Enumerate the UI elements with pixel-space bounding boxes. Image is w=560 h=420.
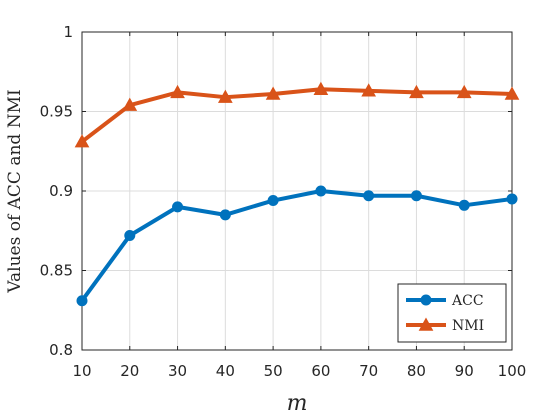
data-point-nmi xyxy=(313,81,329,95)
data-point-acc xyxy=(267,195,279,207)
x-tick-label: 40 xyxy=(216,362,235,380)
x-tick-label: 20 xyxy=(120,362,139,380)
data-point-acc xyxy=(124,230,136,242)
y-axis-label: Values of ACC and NMI xyxy=(5,89,25,293)
data-point-acc xyxy=(363,190,375,202)
x-tick-label: 60 xyxy=(311,362,330,380)
x-tick-label: 100 xyxy=(498,362,527,380)
legend-marker-nmi xyxy=(418,317,434,331)
data-point-acc xyxy=(458,199,470,211)
y-tick-label: 0.8 xyxy=(49,341,73,359)
data-point-nmi xyxy=(170,84,185,99)
x-tick-label: 90 xyxy=(455,362,474,380)
x-tick-label: 30 xyxy=(168,362,187,380)
data-point-nmi xyxy=(361,83,377,97)
data-point-nmi xyxy=(456,84,472,99)
data-point-acc xyxy=(172,201,184,213)
data-point-acc xyxy=(410,190,422,202)
data-point-nmi xyxy=(265,86,281,100)
series-nmi xyxy=(74,81,520,148)
data-point-nmi xyxy=(504,86,520,100)
y-tick-label: 0.95 xyxy=(40,103,73,121)
legend-box xyxy=(397,283,507,343)
data-point-acc xyxy=(76,295,88,307)
x-tick-label: 50 xyxy=(264,362,283,380)
x-tick-label: 10 xyxy=(72,362,91,380)
series-line-acc xyxy=(80,189,513,302)
data-point-nmi xyxy=(217,89,233,103)
legend-marker-acc xyxy=(420,294,432,306)
y-tick-label: 0.85 xyxy=(40,262,73,280)
legend: ACC NMI xyxy=(397,283,507,343)
x-axis-label: m xyxy=(287,391,308,416)
axis-ticks: 10 20 30 40 50 60 70 80 90 100 0.8 0.85 0.9 0.95 1 xyxy=(40,23,527,380)
data-point-nmi xyxy=(122,97,138,111)
data-point-acc xyxy=(219,209,231,221)
data-point-acc xyxy=(315,185,327,197)
legend-label-nmi: NMI xyxy=(452,318,484,334)
x-tick-label: 70 xyxy=(359,362,378,380)
y-tick-label: 0.9 xyxy=(49,182,73,200)
series-acc xyxy=(76,185,518,307)
legend-label-acc: ACC xyxy=(451,293,484,309)
series xyxy=(74,81,520,307)
data-point-acc xyxy=(506,193,518,205)
y-tick-label: 1 xyxy=(63,23,73,41)
data-point-nmi xyxy=(409,84,424,99)
series-line-nmi xyxy=(80,87,513,144)
x-tick-label: 80 xyxy=(407,362,426,380)
data-point-nmi xyxy=(74,134,90,148)
